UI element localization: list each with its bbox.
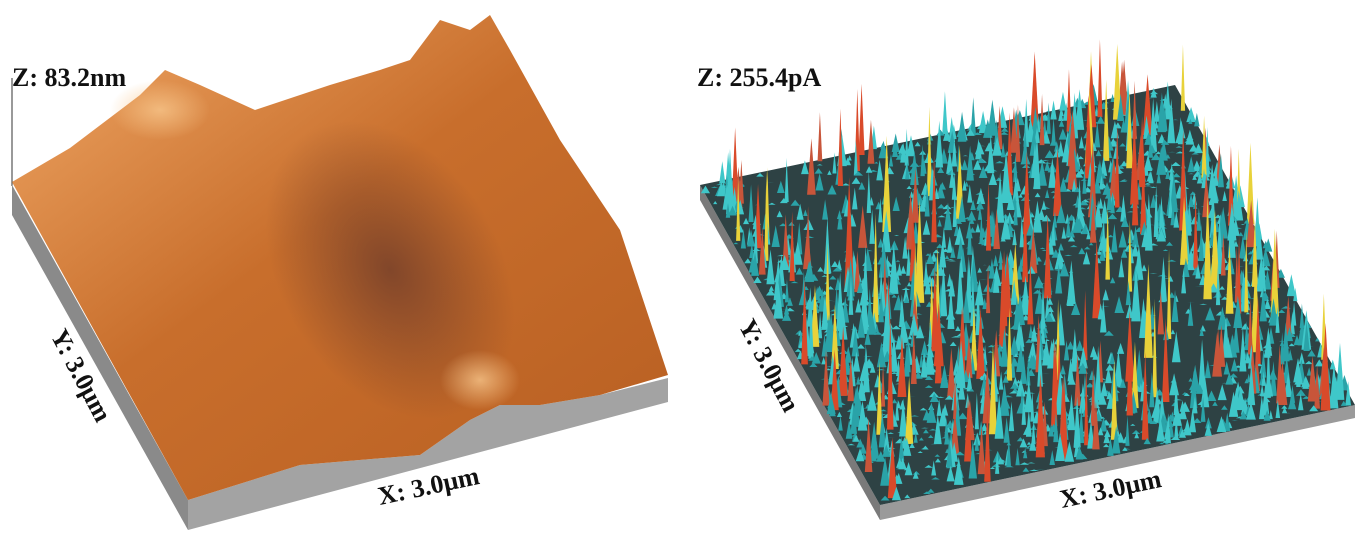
spike bbox=[719, 161, 725, 183]
z-label: Z: 83.2nm bbox=[12, 63, 126, 92]
current-panel: Z: 255.4pA Y: 3.0μm X: 3.0μm bbox=[697, 39, 1355, 520]
spike bbox=[971, 97, 976, 135]
spike bbox=[1050, 100, 1056, 119]
spike bbox=[1336, 343, 1345, 400]
spike bbox=[958, 112, 967, 142]
surface-highlight bbox=[440, 350, 520, 410]
spike bbox=[942, 91, 947, 134]
spike bbox=[1097, 39, 1102, 117]
figure: Z: 83.2nm Y: 3.0μm X: 3.0μm Z: 255.4pA Y… bbox=[0, 0, 1364, 534]
z-label: Z: 255.4pA bbox=[697, 63, 821, 92]
spike bbox=[859, 84, 865, 155]
spike bbox=[818, 112, 823, 161]
topography-panel: Z: 83.2nm Y: 3.0μm X: 3.0μm bbox=[12, 15, 668, 530]
spike bbox=[1181, 44, 1185, 110]
